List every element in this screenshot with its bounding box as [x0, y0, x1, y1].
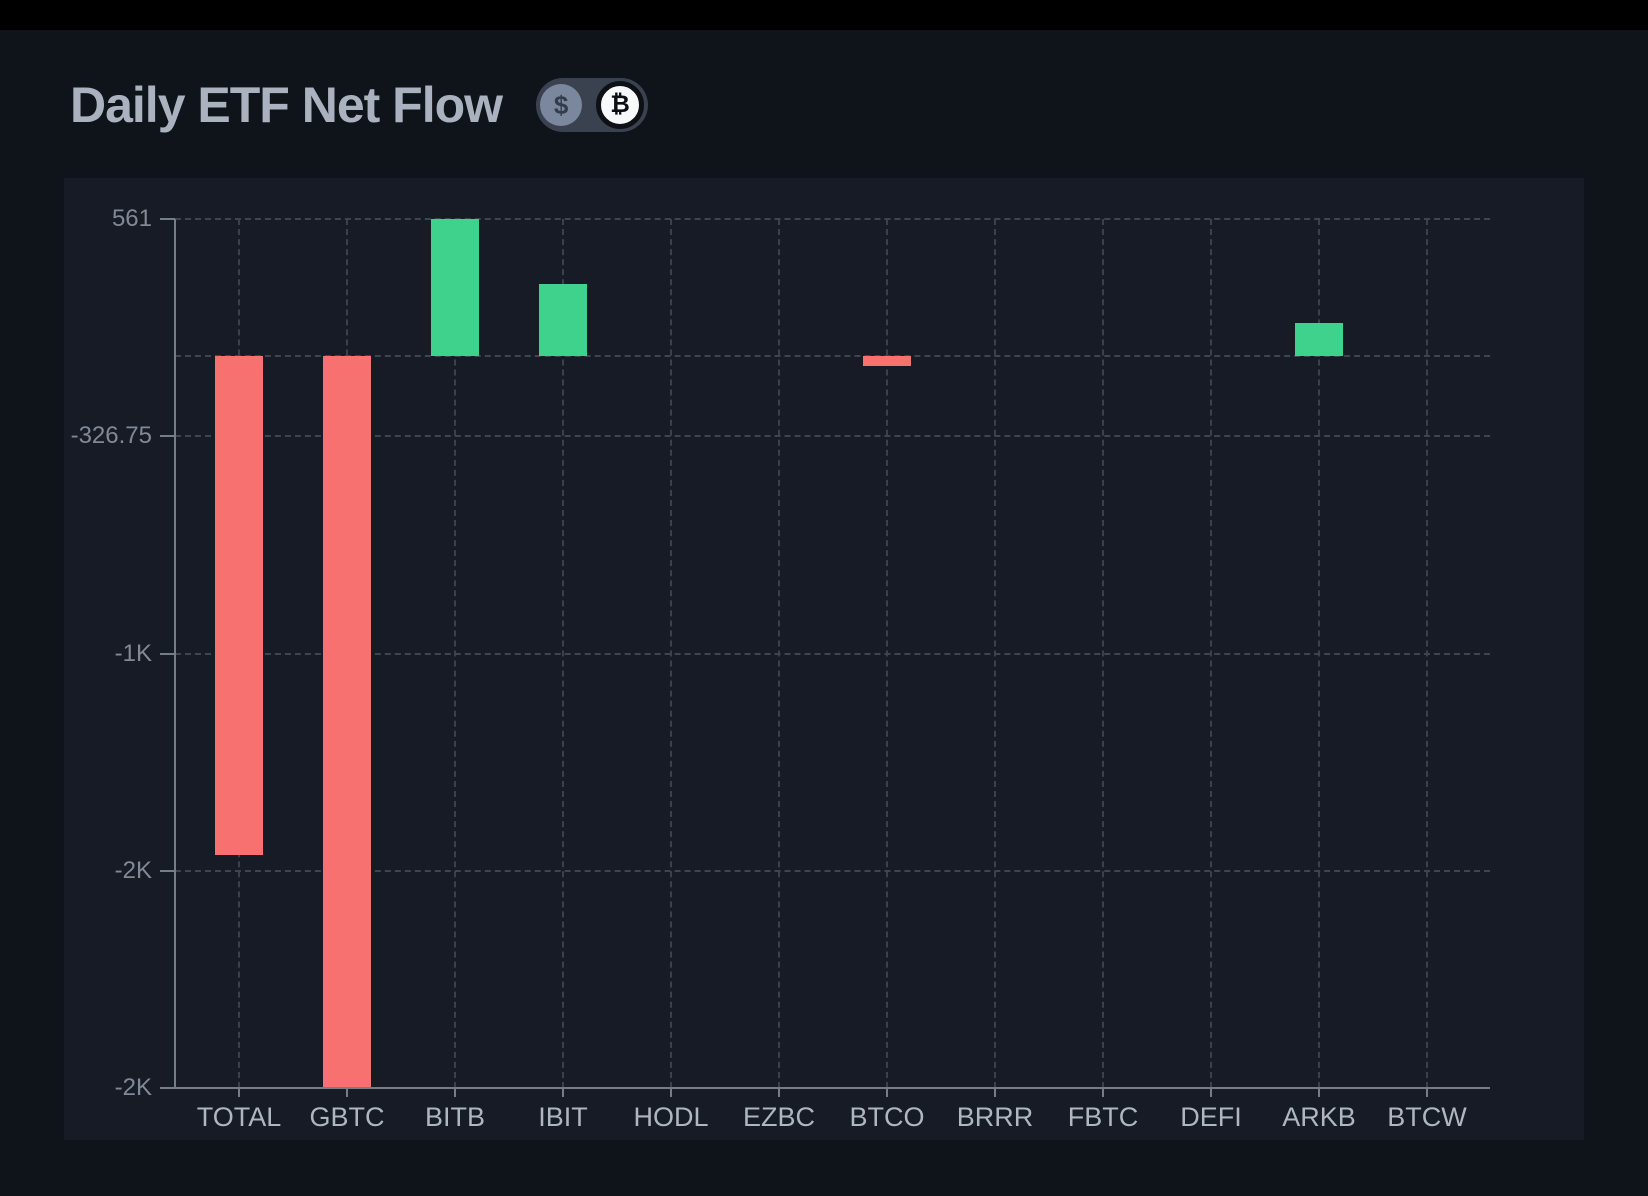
category-label-TOTAL: TOTAL: [196, 1102, 282, 1132]
x-axis-tick: [994, 1088, 996, 1097]
category-label-HODL: HODL: [633, 1102, 709, 1132]
x-axis-tick: [238, 1088, 240, 1097]
zero-line: [175, 355, 1490, 358]
bitcoin-icon: ₿: [610, 91, 630, 118]
horizontal-gridline: [175, 435, 1490, 438]
x-axis-tick: [346, 1088, 348, 1097]
y-axis-line: [174, 219, 176, 1088]
x-axis-tick: [1318, 1088, 1320, 1097]
x-axis-tick: [670, 1088, 672, 1097]
page-title: Daily ETF Net Flow: [70, 77, 503, 133]
dollar-icon: $: [553, 89, 569, 120]
y-axis-tick-label: -2K: [114, 856, 152, 884]
y-axis-tick: [160, 218, 175, 220]
btc-toggle-option[interactable]: ₿: [596, 81, 645, 129]
horizontal-gridline: [175, 218, 1490, 220]
category-label-BITB: BITB: [424, 1102, 485, 1132]
x-axis-tick: [886, 1088, 888, 1097]
daily-etf-netflow-chart: 561 -326.75 -1K -2K -2K TOTAL GBTC BITB IBIT HODL…: [64, 178, 1584, 1140]
bar-GBTC[interactable]: [323, 356, 371, 1088]
bar-BITB[interactable]: [431, 219, 479, 357]
x-axis-line: [160, 1087, 1490, 1089]
horizontal-gridline: [175, 652, 1490, 655]
category-label-FBTC: FBTC: [1067, 1102, 1139, 1132]
category-label-BTCO: BTCO: [849, 1102, 925, 1132]
y-axis-tick: [160, 869, 175, 872]
category-label-ARKB: ARKB: [1282, 1102, 1356, 1132]
y-axis-tick: [160, 652, 175, 655]
bar-BTCO[interactable]: [863, 356, 911, 367]
currency-unit-toggle[interactable]: $ ₿: [536, 78, 649, 132]
x-axis-tick: [454, 1088, 456, 1097]
horizontal-gridline: [175, 869, 1490, 872]
category-label-BTCW: BTCW: [1387, 1102, 1467, 1132]
x-axis-tick: [778, 1088, 780, 1097]
category-label-IBIT: IBIT: [538, 1102, 588, 1132]
x-axis-tick: [1210, 1088, 1212, 1097]
header: Daily ETF Net Flow $ ₿: [70, 70, 649, 140]
bar-IBIT[interactable]: [539, 283, 587, 357]
top-strip: [0, 0, 1648, 30]
x-axis-tick: [562, 1088, 564, 1097]
bar-ARKB[interactable]: [1295, 323, 1343, 357]
y-axis-tick-label: -2K: [114, 1074, 152, 1101]
category-label-BRRR: BRRR: [956, 1102, 1034, 1132]
y-axis-tick-label: -326.75: [70, 422, 152, 450]
category-label-GBTC: GBTC: [309, 1102, 385, 1132]
category-label-EZBC: EZBC: [742, 1102, 815, 1132]
x-axis-tick: [1102, 1088, 1104, 1097]
y-axis-tick: [160, 435, 175, 438]
bar-TOTAL[interactable]: [215, 356, 263, 856]
y-axis-tick-label: -1K: [114, 639, 152, 667]
usd-toggle-option[interactable]: $: [540, 84, 583, 126]
x-axis-tick: [1426, 1088, 1428, 1097]
y-axis-tick-label: 561: [111, 205, 152, 232]
category-label-DEFI: DEFI: [1180, 1102, 1242, 1132]
